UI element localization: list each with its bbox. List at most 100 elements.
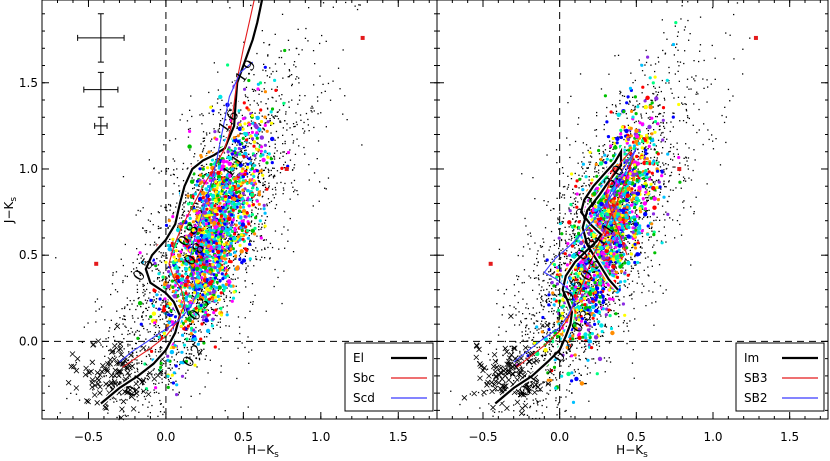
scatter-dot — [525, 330, 527, 332]
scatter-dot — [247, 145, 249, 148]
color-point — [218, 201, 222, 205]
scatter-dot — [187, 349, 189, 351]
scatter-dot — [242, 164, 244, 166]
color-point — [153, 261, 157, 265]
x-marker — [95, 338, 102, 344]
scatter-dot — [263, 88, 265, 90]
scatter-dot — [241, 114, 243, 117]
scatter-dot — [226, 124, 228, 126]
scatter-dot — [264, 186, 267, 188]
scatter-dot — [199, 275, 202, 277]
scatter-dot — [190, 395, 192, 397]
scatter-dot — [229, 7, 231, 9]
scatter-dot — [281, 94, 283, 96]
color-point — [213, 130, 217, 134]
scatter-dot — [641, 92, 643, 94]
scatter-dot — [145, 302, 148, 304]
scatter-dot — [237, 233, 240, 235]
scatter-dot — [246, 271, 248, 274]
scatter-dot — [268, 185, 270, 187]
color-point — [209, 228, 213, 232]
scatter-dot — [575, 253, 577, 256]
scatter-dot — [149, 348, 151, 351]
scatter-dot — [228, 154, 230, 157]
scatter-dot — [652, 106, 654, 108]
scatter-dot — [266, 107, 269, 109]
scatter-dot — [204, 358, 206, 360]
scatter-dot — [542, 382, 544, 384]
scatter-dot — [147, 378, 149, 381]
color-point — [195, 211, 199, 215]
scatter-dot — [247, 96, 249, 99]
scatter-dot — [271, 246, 274, 249]
scatter-dot — [650, 259, 652, 262]
scatter-dot — [264, 189, 266, 191]
scatter-dot — [604, 299, 606, 301]
y-tick-label: 1.5 — [19, 76, 38, 90]
scatter-dot — [272, 175, 275, 177]
scatter-dot — [714, 57, 716, 59]
scatter-dot — [203, 147, 205, 150]
scatter-dot — [219, 159, 221, 161]
scatter-dot — [243, 190, 245, 192]
scatter-dot — [145, 230, 148, 232]
color-point — [212, 220, 217, 226]
color-point — [225, 268, 229, 272]
color-point — [194, 238, 198, 243]
color-point — [185, 304, 189, 308]
color-point — [250, 213, 254, 217]
color-point — [217, 241, 222, 245]
scatter-dot — [509, 345, 511, 348]
scatter-dot — [589, 317, 591, 319]
scatter-dot — [190, 95, 192, 97]
scatter-dot — [632, 223, 634, 225]
scatter-dot — [196, 366, 198, 368]
scatter-dot — [162, 252, 165, 254]
highlighted-point — [284, 166, 289, 171]
scatter-dot — [630, 72, 632, 74]
scatter-dot — [184, 238, 186, 240]
scatter-dot — [262, 127, 264, 129]
color-point — [163, 282, 167, 287]
x-marker — [114, 360, 120, 367]
scatter-dot — [267, 168, 269, 170]
scatter-dot — [172, 158, 174, 160]
scatter-dot — [251, 349, 253, 351]
scatter-dot — [538, 278, 540, 281]
scatter-dot — [526, 364, 528, 366]
scatter-dot — [142, 325, 144, 327]
scatter-dot — [178, 223, 180, 225]
color-point — [224, 282, 228, 286]
scatter-dot — [228, 325, 230, 327]
scatter-dot — [161, 318, 164, 320]
color-point — [184, 254, 188, 258]
scatter-dot — [268, 44, 270, 46]
scatter-dot — [225, 325, 227, 327]
scatter-dot — [272, 97, 274, 99]
scatter-dot — [219, 321, 221, 323]
x-tick-label: 1.5 — [389, 430, 408, 444]
scatter-dot — [526, 414, 529, 416]
color-point — [220, 189, 224, 193]
scatter-dot — [177, 290, 179, 292]
color-point — [215, 268, 219, 272]
scatter-dot — [687, 168, 689, 170]
legend-label: El — [353, 351, 364, 365]
scatter-dot — [646, 196, 648, 199]
x-marker — [117, 346, 124, 352]
scatter-dot — [112, 272, 114, 274]
scatter-dot — [525, 225, 527, 227]
scatter-dot — [143, 395, 146, 398]
color-point — [255, 136, 259, 140]
scatter-dot — [736, 2, 739, 4]
scatter-dot — [514, 324, 516, 326]
color-point — [200, 180, 204, 184]
scatter-dot — [153, 392, 156, 394]
scatter-dot — [546, 406, 548, 408]
scatter-dot — [238, 326, 241, 328]
color-point — [235, 205, 239, 209]
scatter-dot — [238, 112, 240, 114]
color-point — [167, 313, 171, 317]
color-point — [169, 349, 175, 355]
scatter-dot — [123, 318, 125, 320]
